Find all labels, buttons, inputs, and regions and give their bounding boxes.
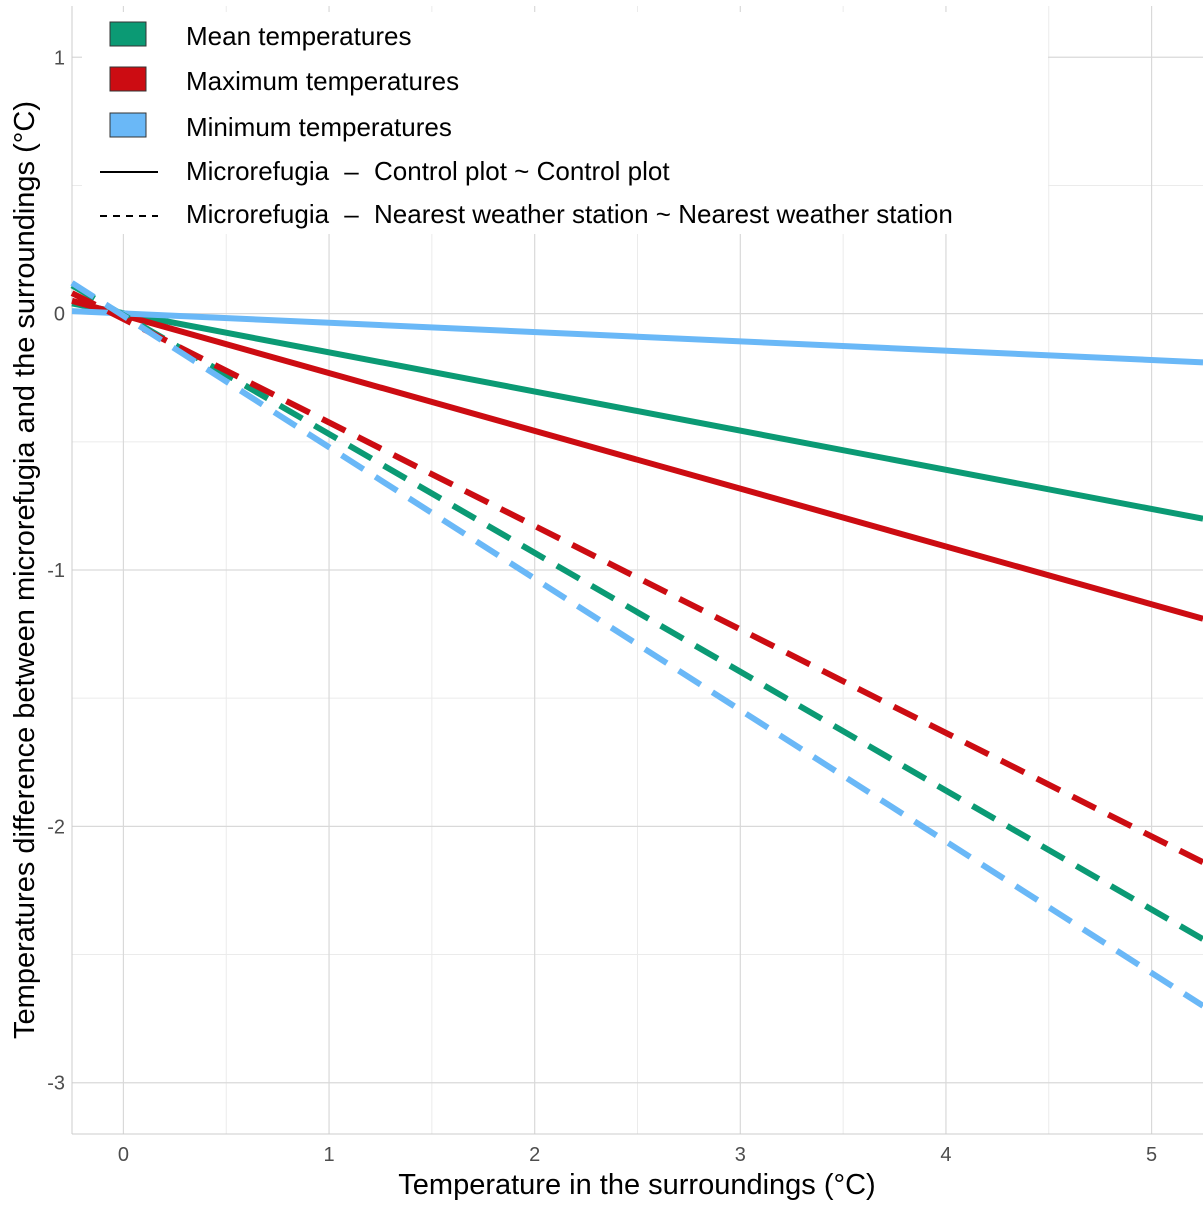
legend-label-weather-station-sep: –	[344, 199, 359, 229]
legend: Mean temperatures Maximum temperatures M…	[82, 12, 1048, 234]
series-line-minimum-solid	[71, 308, 1203, 366]
legend-label-mean: Mean temperatures	[186, 21, 411, 51]
legend-label-weather-station-right: Nearest weather station ~ Nearest weathe…	[374, 199, 953, 229]
legend-label-control-plot-left: Microrefugia	[186, 156, 330, 186]
series-line-mean-solid	[71, 300, 1203, 522]
y-tick-label: -2	[47, 816, 65, 838]
x-tick-label: 2	[529, 1144, 540, 1166]
x-tick-label: 1	[323, 1144, 334, 1166]
x-tick-label: 5	[1146, 1144, 1157, 1166]
y-tick-label: -3	[47, 1073, 65, 1095]
y-tick-label: -1	[47, 560, 65, 582]
series-line-mean-dashed	[70, 282, 1203, 942]
x-axis-title: Temperature in the surroundings (°C)	[398, 1169, 875, 1201]
legend-label-weather-station: Microrefugia – Nearest weather station ~…	[186, 199, 953, 229]
x-tick-label: 4	[940, 1144, 951, 1166]
legend-label-control-plot-sep: –	[344, 156, 359, 186]
legend-key-maximum	[109, 66, 147, 92]
x-tick-label: 3	[735, 1144, 746, 1166]
x-tick-label: 0	[118, 1144, 129, 1166]
legend-label-control-plot-right: Control plot ~ Control plot	[374, 156, 670, 186]
series-line-maximum-solid	[71, 297, 1203, 622]
legend-background	[82, 12, 1048, 234]
series-layer	[70, 280, 1203, 1009]
y-axis-title: Temperatures difference between microref…	[9, 101, 41, 1039]
legend-label-weather-station-left: Microrefugia	[186, 199, 330, 229]
y-tick-label: 1	[54, 47, 65, 69]
legend-label-control-plot: Microrefugia – Control plot ~ Control pl…	[186, 156, 670, 186]
legend-label-maximum: Maximum temperatures	[186, 66, 459, 96]
legend-key-minimum	[109, 112, 147, 138]
y-axis-ticks: 1 0 -1 -2 -3	[47, 47, 65, 1094]
y-tick-label: 0	[54, 304, 65, 326]
legend-key-mean	[109, 21, 147, 47]
series-line-minimum-dashed	[70, 280, 1203, 1009]
series-line-maximum-dashed	[70, 290, 1203, 865]
legend-label-minimum: Minimum temperatures	[186, 112, 452, 142]
x-axis-ticks: 0 1 2 3 4 5	[118, 1144, 1157, 1166]
